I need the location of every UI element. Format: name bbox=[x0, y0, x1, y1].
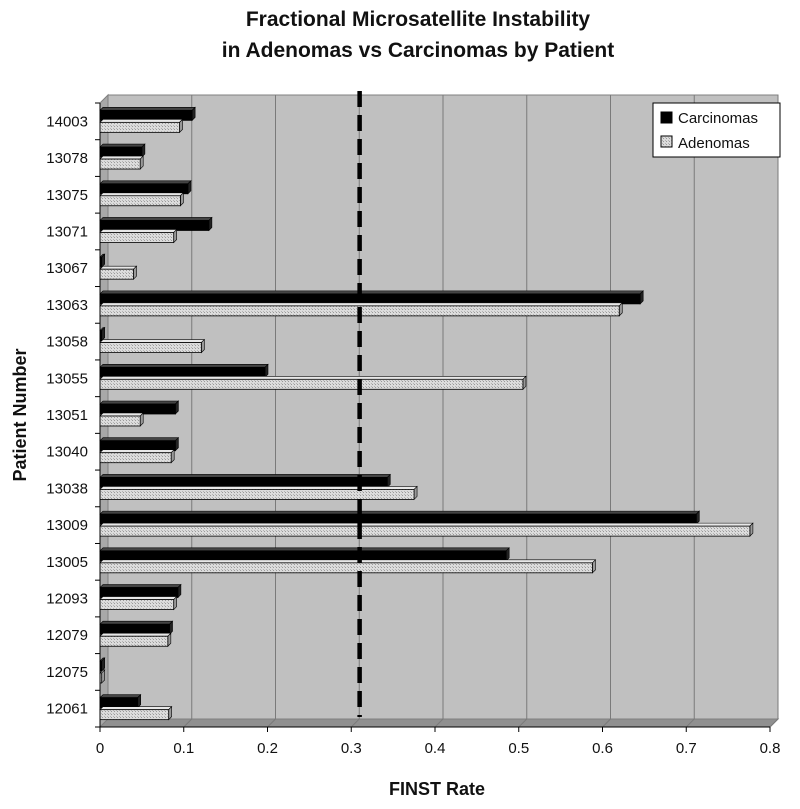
bar-adenomas-13009 bbox=[99, 522, 754, 537]
y-tick-label: 13009 bbox=[46, 517, 88, 534]
bar-carcinomas-14003 bbox=[99, 106, 196, 122]
gridline-floor bbox=[769, 718, 779, 728]
chart-subtitle: in Adenomas vs Carcinomas by Patient bbox=[222, 39, 615, 62]
y-tick-label: 13063 bbox=[46, 297, 88, 314]
bar-carcinomas-13055 bbox=[99, 363, 269, 379]
x-tick-label: 0.6 bbox=[592, 740, 613, 757]
bar-adenomas-13051 bbox=[99, 412, 144, 427]
legend-box bbox=[652, 102, 781, 158]
bar-carcinomas-13005 bbox=[99, 547, 510, 562]
legend-swatch-adenomas bbox=[660, 135, 673, 148]
x-tick-labels: 0 0.1 0.2 0.3 0.4 0.5 0.6 0.7 0.8 bbox=[96, 740, 781, 757]
bar-carcinomas-13040 bbox=[99, 436, 180, 452]
bar-adenomas-13071 bbox=[99, 228, 178, 244]
axes bbox=[95, 102, 771, 732]
x-axis-title: FINST Rate bbox=[389, 779, 485, 799]
bar-carcinomas-13071 bbox=[99, 216, 213, 232]
bar-adenomas-13055 bbox=[99, 375, 527, 391]
gridline-floor bbox=[602, 718, 611, 728]
legend-label-carcinomas: Carcinomas bbox=[678, 110, 758, 127]
gridline-floor bbox=[267, 718, 276, 728]
bar-adenomas-13040 bbox=[99, 448, 175, 464]
gridline-floor bbox=[183, 718, 193, 728]
legend-swatch-carcinomas bbox=[660, 111, 673, 124]
bar-carcinomas-13051 bbox=[99, 400, 180, 415]
bar-adenomas-13005 bbox=[99, 559, 597, 574]
bar-adenomas-13058 bbox=[99, 338, 206, 354]
x-tick-label: 0 bbox=[96, 740, 104, 757]
y-tick-label: 14003 bbox=[46, 113, 88, 130]
y-tick-label: 13040 bbox=[46, 444, 88, 461]
y-tick-label: 12061 bbox=[46, 701, 88, 718]
bar-adenomas-12075 bbox=[99, 669, 106, 684]
gridline-floor bbox=[350, 718, 360, 728]
bar-carcinomas-13038 bbox=[99, 473, 391, 489]
bar-adenomas-12093 bbox=[99, 595, 178, 611]
x-tick-label: 0.3 bbox=[341, 740, 362, 757]
y-tick-label: 13067 bbox=[46, 260, 88, 277]
y-tick-label: 12075 bbox=[46, 664, 88, 681]
y-tick-label: 13071 bbox=[46, 223, 88, 240]
x-tick-label: 0.5 bbox=[508, 740, 529, 757]
y-tick-label: 13051 bbox=[46, 407, 88, 424]
y-tick-label: 12079 bbox=[46, 627, 88, 644]
legend: Carcinomas Adenomas bbox=[652, 102, 781, 158]
y-tick-label: 13005 bbox=[46, 554, 88, 571]
bars bbox=[99, 106, 754, 721]
y-axis-title: Patient Number bbox=[10, 348, 30, 481]
bar-carcinomas-13058 bbox=[99, 326, 106, 342]
bar-adenomas-14003 bbox=[99, 118, 184, 134]
bar-adenomas-13067 bbox=[99, 265, 138, 280]
bar-carcinomas-12075 bbox=[99, 657, 106, 672]
y-tick-label: 13075 bbox=[46, 187, 88, 204]
y-tick-labels: 14003 13078 13075 13071 13067 13063 13058 13055… bbox=[46, 113, 88, 717]
bar-adenomas-12079 bbox=[99, 632, 172, 647]
y-tick-label: 13078 bbox=[46, 150, 88, 167]
bar-adenomas-13038 bbox=[99, 485, 418, 501]
gridline-floor bbox=[685, 718, 695, 728]
legend-label-adenomas: Adenomas bbox=[678, 135, 750, 152]
bar-carcinomas-13078 bbox=[99, 143, 146, 158]
y-tick-label: 13055 bbox=[46, 370, 88, 387]
gridline-floor bbox=[518, 718, 528, 728]
plot-area bbox=[98, 93, 780, 729]
bar-carcinomas-13009 bbox=[99, 510, 701, 525]
x-tick-label: 0.7 bbox=[676, 740, 697, 757]
x-tick-label: 0.8 bbox=[760, 740, 781, 757]
x-tick-label: 0.4 bbox=[425, 740, 446, 757]
chart-title: Fractional Microsatellite Instability bbox=[246, 8, 591, 31]
y-tick-label: 13038 bbox=[46, 480, 88, 497]
y-tick-label: 12093 bbox=[46, 591, 88, 608]
bar-carcinomas-13067 bbox=[99, 253, 106, 268]
bar-adenomas-12061 bbox=[99, 705, 173, 721]
bar-adenomas-13075 bbox=[99, 192, 185, 207]
bar-carcinomas-13075 bbox=[99, 180, 192, 195]
gridline-floor bbox=[434, 718, 444, 728]
bar-carcinomas-13063 bbox=[99, 290, 644, 305]
bar-adenomas-13078 bbox=[99, 155, 144, 170]
y-tick-label: 13058 bbox=[46, 334, 88, 351]
bar-carcinomas-12079 bbox=[99, 620, 174, 635]
bar-carcinomas-12061 bbox=[99, 693, 142, 709]
bar-carcinomas-12093 bbox=[99, 583, 182, 599]
x-tick-label: 0.2 bbox=[257, 740, 278, 757]
x-tick-label: 0.1 bbox=[173, 740, 194, 757]
